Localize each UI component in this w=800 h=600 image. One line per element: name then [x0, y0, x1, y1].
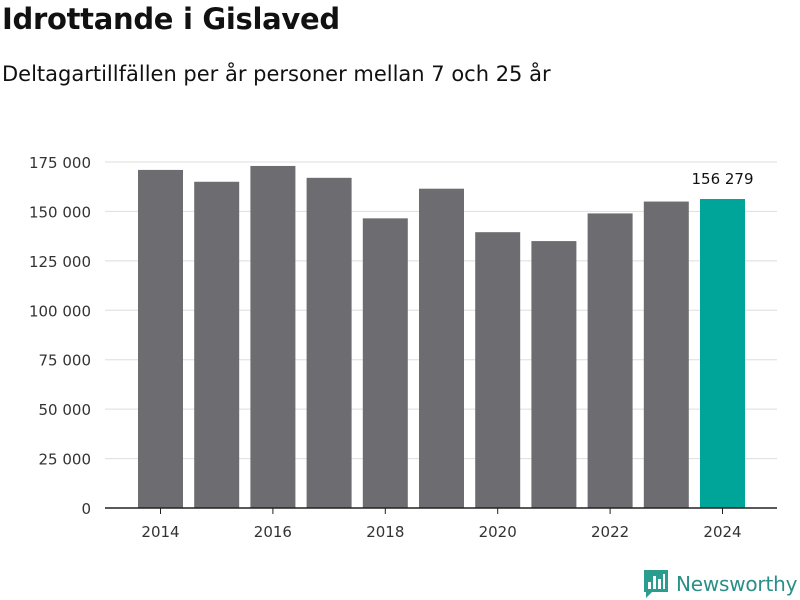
bar-2014 [138, 169, 183, 508]
x-tick-label: 2018 [366, 523, 404, 541]
bar-2015 [194, 181, 240, 508]
y-tick-label: 75 000 [39, 352, 92, 370]
bar-2019 [419, 188, 464, 509]
chart-subtitle: Deltagartillfällen per år personer mella… [2, 62, 551, 86]
y-tick-label: 25 000 [39, 451, 92, 469]
y-tick-label: 100 000 [29, 302, 91, 320]
bar-2021 [531, 241, 577, 509]
data-label: 156 279 [691, 170, 753, 188]
y-tick-label: 175 000 [29, 154, 91, 172]
brand-name: Newsworthy [676, 572, 798, 596]
bars [105, 165, 777, 509]
data-labels: 156 279 [691, 170, 753, 188]
x-tick-label: 2016 [254, 523, 292, 541]
bar-2018 [362, 218, 408, 508]
y-tick-label: 50 000 [39, 401, 92, 419]
y-tick-label: 125 000 [29, 253, 91, 271]
bar-2023 [643, 201, 689, 509]
chart-title: Idrottande i Gislaved [2, 2, 340, 36]
x-tick-label: 2022 [591, 523, 629, 541]
x-tick-label: 2020 [479, 523, 517, 541]
bar-2020 [475, 232, 521, 508]
x-tick-label: 2014 [141, 523, 179, 541]
bar-2017 [306, 177, 352, 508]
bar-2024 [700, 199, 745, 508]
bar-2022 [587, 213, 633, 509]
x-tick-label: 2024 [703, 523, 741, 541]
newsworthy-chart-icon [644, 570, 668, 598]
y-axis-ticks: 0 25 000 50 000 75 000 100 000 125 000 150 000… [29, 154, 91, 518]
bar-chart: 0 25 000 50 000 75 000 100 000 125 000 150 000… [29, 154, 777, 541]
x-axis-ticks: 2014 2016 2018 2020 2022 2024 [141, 508, 742, 541]
y-tick-label: 0 [81, 500, 91, 518]
bar-2016 [250, 165, 296, 508]
newsworthy-logo: Newsworthy [644, 570, 797, 598]
y-tick-label: 150 000 [29, 203, 91, 221]
